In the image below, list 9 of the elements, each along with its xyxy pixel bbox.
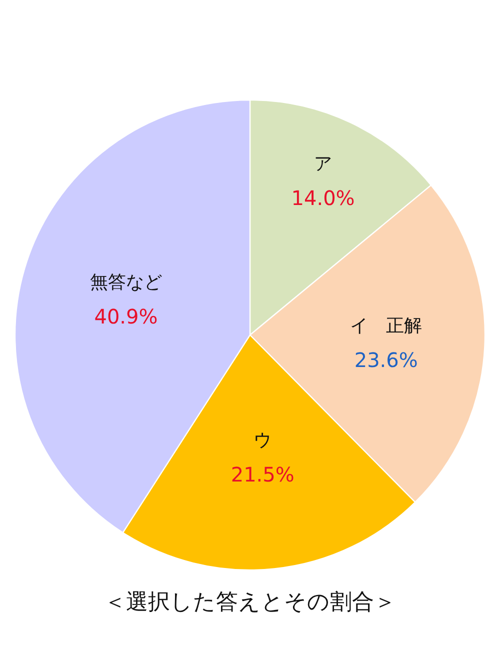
data-label: 21.5%: [230, 462, 294, 487]
text: ＜選択した答えとその割合＞: [103, 589, 397, 617]
data-label: 40.9%: [94, 304, 158, 329]
slice-label: ア: [314, 153, 332, 174]
slice-label: イ 正解: [350, 315, 422, 336]
slice-label: ウ: [254, 430, 272, 452]
slice-label: 無答など: [90, 272, 162, 294]
data-label: 23.6%: [354, 348, 418, 372]
data-label: 14.0%: [291, 186, 355, 210]
